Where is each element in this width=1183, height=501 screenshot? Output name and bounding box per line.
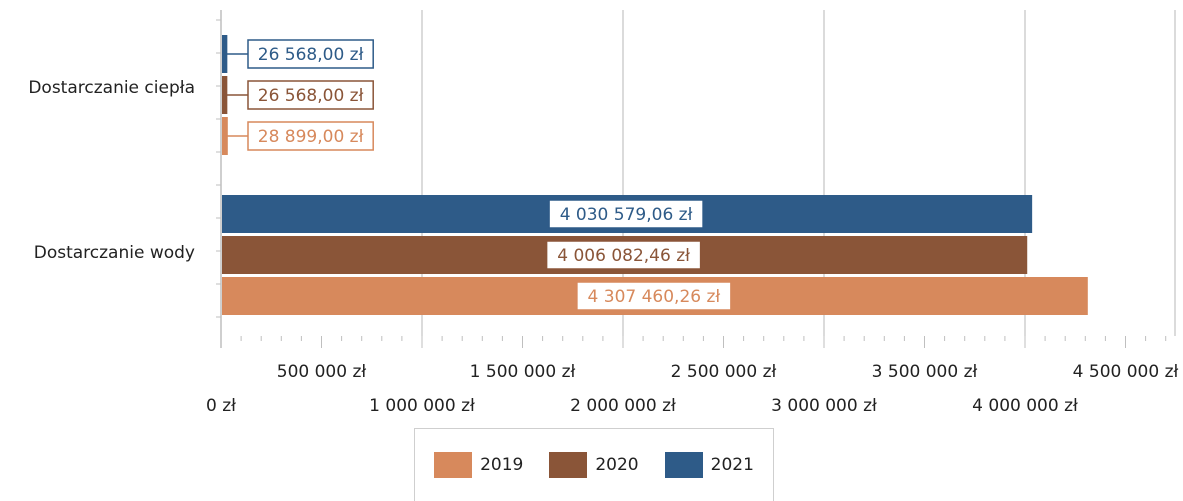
data-label: 4 030 579,06 zł — [560, 205, 693, 225]
data-label-box — [548, 199, 704, 229]
bar-2020 — [222, 76, 228, 114]
legend-label: 2020 — [595, 455, 639, 475]
legend-item-2019: 2019 — [434, 452, 523, 478]
legend-swatch — [664, 452, 703, 478]
legend-label: 2021 — [710, 455, 754, 475]
x-tick-label: 2 000 000 zł — [570, 396, 676, 416]
legend: 2019 2020 2021 — [414, 428, 774, 501]
x-tick-label: 0 zł — [206, 396, 236, 416]
data-label-box — [247, 39, 374, 69]
x-tick-label: 3 500 000 zł — [872, 362, 978, 382]
legend-swatch — [434, 452, 473, 478]
legend-swatch — [549, 452, 588, 478]
x-tick-label: 500 000 zł — [277, 362, 367, 382]
data-label-box — [247, 80, 374, 110]
bar-2019 — [222, 117, 228, 155]
x-tick-label: 4 000 000 zł — [972, 396, 1078, 416]
data-label: 4 307 460,26 zł — [588, 287, 721, 307]
x-tick-label: 3 000 000 zł — [771, 396, 877, 416]
data-label-box — [247, 121, 374, 151]
data-label: 26 568,00 zł — [258, 45, 364, 65]
x-tick-label: 4 500 000 zł — [1073, 362, 1179, 382]
data-labels: 26 568,00 zł 26 568,00 zł 28 899,00 zł 4 03… — [226, 39, 732, 311]
x-tick-label: 1 000 000 zł — [369, 396, 475, 416]
category-label: Dostarczanie wody — [34, 243, 195, 263]
data-label-box — [576, 281, 732, 311]
category-label: Dostarczanie ciepła — [28, 78, 195, 98]
data-label-box — [545, 240, 702, 270]
data-label: 28 899,00 zł — [258, 127, 364, 147]
x-tick-label: 2 500 000 zł — [671, 362, 777, 382]
x-tick-label: 1 500 000 zł — [470, 362, 576, 382]
data-label: 26 568,00 zł — [258, 86, 364, 106]
bar-2021 — [222, 35, 228, 73]
axes: 0 zł 500 000 zł1 000 000 zł 1 500 000 zł 2 … — [28, 10, 1179, 416]
legend-item-2020: 2020 — [549, 452, 639, 478]
bars — [222, 35, 1088, 315]
legend-item-2021: 2021 — [664, 452, 754, 478]
legend-label: 2019 — [480, 455, 524, 475]
data-label: 4 006 082,46 zł — [557, 246, 690, 266]
